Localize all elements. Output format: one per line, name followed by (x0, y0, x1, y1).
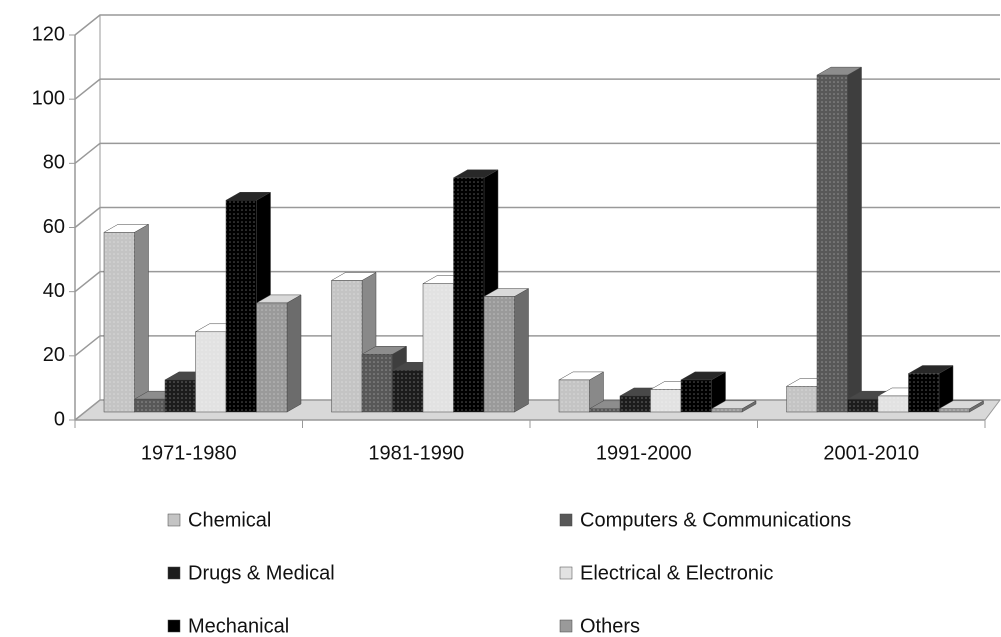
bar-texture (195, 331, 226, 412)
bar-texture (226, 200, 257, 412)
bar-texture (817, 75, 848, 412)
legend-swatch (559, 566, 573, 580)
bar-texture (620, 395, 651, 412)
bar (816, 66, 863, 413)
grid-segment (74, 78, 1000, 100)
bar-texture (256, 302, 287, 412)
bar (483, 288, 530, 413)
bar-texture (362, 354, 393, 412)
grid-segment (74, 142, 1000, 164)
legend-label: Chemical (188, 509, 271, 531)
grid-segment (74, 14, 1000, 36)
bar-texture (650, 389, 681, 412)
bar-texture (589, 408, 620, 412)
bar-texture (878, 395, 909, 412)
bar-texture (165, 379, 196, 412)
y-tick-label: 60 (43, 216, 65, 238)
y-tick-label: 80 (43, 152, 65, 174)
legend-swatch (167, 566, 181, 580)
bar-texture (331, 280, 362, 412)
bar (680, 371, 727, 413)
grid-segment (74, 206, 1000, 229)
bar (938, 400, 985, 413)
legend-label: Electrical & Electronic (580, 562, 773, 584)
bar-texture (786, 386, 817, 412)
y-tick-label: 40 (43, 280, 65, 302)
x-tick-label: 2001-2010 (823, 442, 919, 464)
y-tick-label: 120 (32, 23, 65, 45)
legend-swatch (559, 513, 573, 527)
bar-texture (104, 232, 135, 412)
bar-texture (392, 370, 423, 412)
legend-label: Computers & Communications (580, 509, 851, 531)
bar-texture (681, 379, 712, 412)
bar-texture (908, 373, 939, 412)
bar-texture (453, 177, 484, 412)
grid-segment (74, 270, 1000, 293)
grid-line (74, 335, 1000, 357)
grid-segment (74, 335, 1000, 357)
legend-label: Others (580, 615, 640, 637)
bar-texture (939, 408, 970, 412)
bar-texture (847, 399, 878, 412)
bar (255, 294, 302, 413)
bar-side (134, 223, 149, 413)
y-tick-label: 0 (54, 408, 65, 430)
grid-line (74, 14, 1000, 36)
legend-label: Drugs & Medical (188, 562, 335, 584)
bar (710, 400, 757, 413)
bar (907, 365, 954, 413)
y-tick-label: 100 (32, 87, 65, 109)
bar-side (514, 288, 529, 413)
y-tick-label: 20 (43, 344, 65, 366)
bar-texture (484, 296, 515, 412)
grid-line (74, 270, 1000, 293)
grid-line (74, 206, 1000, 229)
x-tick-label: 1971-1980 (141, 442, 237, 464)
bar-side (286, 294, 302, 413)
bar (330, 272, 377, 413)
legend-label: Mechanical (188, 615, 289, 637)
bar (452, 169, 499, 413)
bar (558, 371, 605, 413)
legend-swatch (167, 619, 181, 633)
bar-texture (423, 283, 454, 412)
x-tick-label: 1991-2000 (596, 442, 692, 464)
bar (103, 223, 150, 413)
bar-texture (134, 399, 165, 412)
bar-texture (711, 408, 742, 412)
legend-swatch (167, 513, 181, 527)
bar-side (847, 66, 862, 413)
grid-line (74, 78, 1000, 100)
legend-swatch (559, 619, 573, 633)
bar-texture (559, 379, 590, 412)
x-tick-label: 1981-1990 (368, 442, 464, 464)
grid-line (74, 142, 1000, 164)
